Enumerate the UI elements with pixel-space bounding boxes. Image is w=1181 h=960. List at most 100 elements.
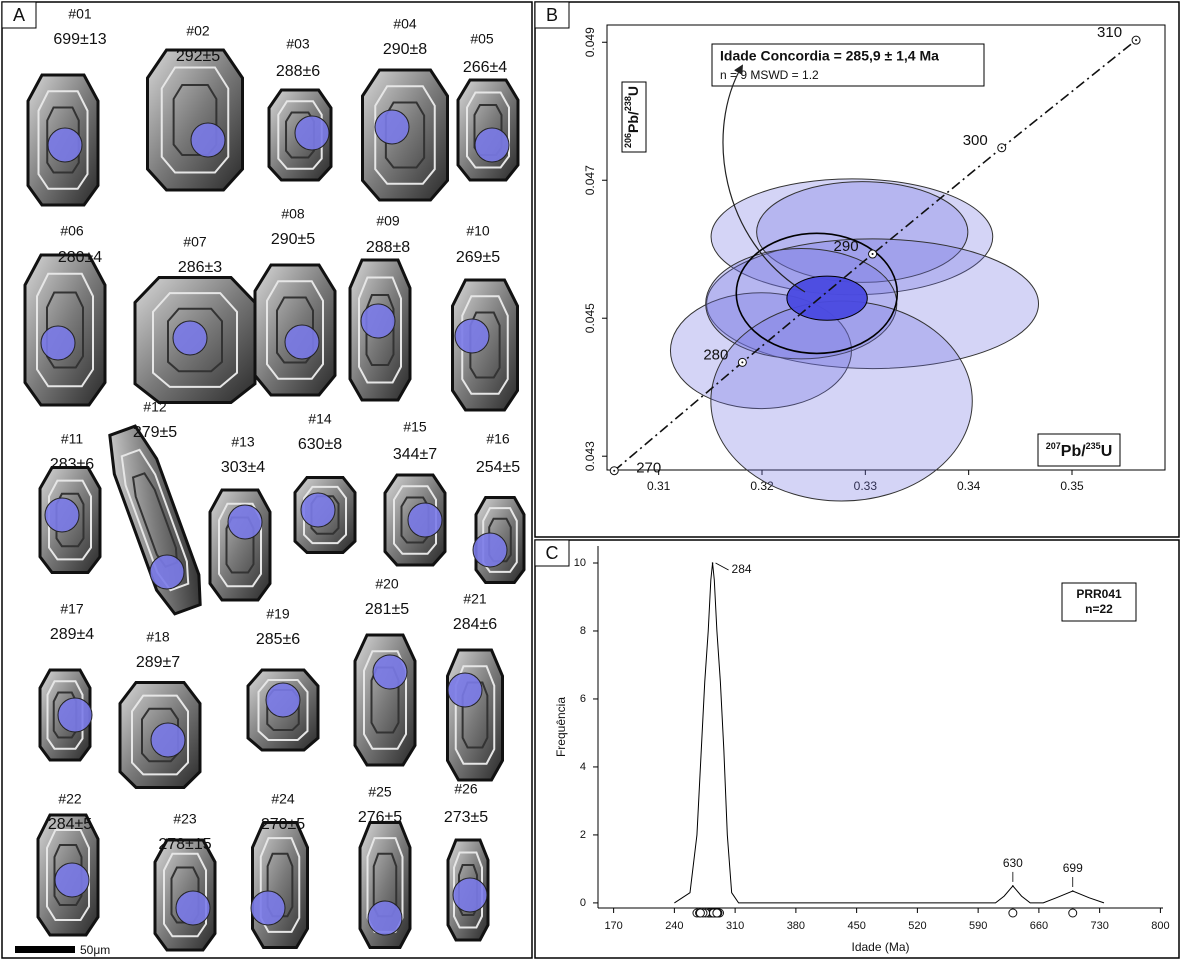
grain-id: #21 <box>463 591 487 607</box>
grain-id: #15 <box>403 419 427 435</box>
analysis-spot <box>266 683 300 717</box>
grain-id: #06 <box>60 223 84 239</box>
zircon-grain <box>355 635 415 765</box>
age-point <box>1009 909 1017 917</box>
analysis-spot <box>301 493 335 527</box>
analysis-spot <box>55 863 89 897</box>
x-tick-label: 0.34 <box>957 479 981 493</box>
concordia-age-label: 280 <box>703 346 728 363</box>
panel-letter: B <box>546 5 558 25</box>
x-tick-label: 660 <box>1030 920 1048 932</box>
zircon-grain <box>448 650 503 780</box>
peak-label: 699 <box>1063 861 1083 875</box>
grain-id: #19 <box>266 606 290 622</box>
grain-id: #23 <box>173 811 197 827</box>
analysis-spot <box>455 319 489 353</box>
x-tick-label: 240 <box>665 920 683 932</box>
y-tick-label: 0.047 <box>583 165 597 195</box>
grain-id: #05 <box>470 31 494 47</box>
axis-label-part: 206 <box>623 133 633 148</box>
peak-leader <box>716 563 729 570</box>
grain-age: 266±4 <box>463 59 507 76</box>
grain-age: 281±5 <box>365 601 409 618</box>
concordia-point-dot <box>872 253 874 255</box>
concordia-point-dot <box>613 470 615 472</box>
y-tick-label: 10 <box>574 557 586 569</box>
grain-age: 286±3 <box>178 259 222 276</box>
scale-bar <box>15 946 75 953</box>
x-tick-label: 590 <box>969 920 987 932</box>
analysis-spot <box>285 325 319 359</box>
grain-age: 270±5 <box>261 816 305 833</box>
age-point <box>1069 909 1077 917</box>
legend-sample: PRR041 <box>1076 587 1122 601</box>
grain-id: #16 <box>486 431 510 447</box>
x-tick-label: 730 <box>1090 920 1108 932</box>
age-point <box>713 909 721 917</box>
axis-label-part: 207 <box>1046 441 1061 451</box>
concordia-age-label: 300 <box>963 132 988 149</box>
analysis-spot <box>151 723 185 757</box>
analysis-spot <box>176 891 210 925</box>
figure: A B C 50μm #01699±13#02292±5#03288±6#042… <box>0 0 1181 960</box>
x-axis-label: Idade (Ma) <box>851 940 909 954</box>
grain-age: 292±5 <box>176 48 220 65</box>
grain-id: #24 <box>271 791 295 807</box>
grain-id: #03 <box>286 36 310 52</box>
analysis-spot <box>448 673 482 707</box>
grain-id: #17 <box>60 601 84 617</box>
y-tick-label: 8 <box>580 625 586 637</box>
grain-id: #26 <box>454 781 478 797</box>
legend-n: n=22 <box>1085 602 1113 616</box>
grain-age: 254±5 <box>476 459 520 476</box>
y-tick-label: 4 <box>580 761 586 773</box>
x-tick-label: 450 <box>847 920 865 932</box>
peak-marker <box>712 562 714 564</box>
y-tick-label: 0.045 <box>583 303 597 333</box>
age-point <box>696 909 704 917</box>
error-ellipse <box>711 301 972 501</box>
grain-age: 289±7 <box>136 654 180 671</box>
concordia-age-label: 310 <box>1097 24 1122 41</box>
analysis-spot <box>228 505 262 539</box>
grain-age: 288±8 <box>366 239 410 256</box>
axis-label-part: U <box>625 86 641 96</box>
grain-id: #22 <box>58 791 82 807</box>
y-tick-label: 0 <box>580 897 586 909</box>
grain-id: #25 <box>368 784 392 800</box>
grain-id: #18 <box>146 629 170 645</box>
analysis-spot <box>368 901 402 935</box>
peak-label: 630 <box>1003 856 1023 870</box>
grain-age: 278±15 <box>158 836 211 853</box>
grain-id: #07 <box>183 234 207 250</box>
x-tick-label: 0.35 <box>1060 479 1084 493</box>
axis-label-part: U <box>1101 443 1113 460</box>
density-curve <box>674 563 1104 903</box>
grain-age: 288±6 <box>276 63 320 80</box>
analysis-spot <box>41 326 75 360</box>
grain-age: 630±8 <box>298 436 342 453</box>
grain-id: #14 <box>308 411 332 427</box>
grain-age: 303±4 <box>221 459 265 476</box>
peak-marker <box>1012 885 1014 887</box>
y-tick-label: 0.043 <box>583 441 597 471</box>
analysis-spot <box>361 304 395 338</box>
panel-letter: A <box>13 5 25 25</box>
analysis-spot <box>375 110 409 144</box>
peak-marker <box>1072 890 1074 892</box>
analysis-spot <box>373 655 407 689</box>
zircon-body <box>101 423 208 617</box>
grain-id: #20 <box>375 576 399 592</box>
axis-label-part: 238 <box>623 96 633 111</box>
analysis-spot <box>173 321 207 355</box>
peak-label: 284 <box>732 562 752 576</box>
analysis-spot <box>453 878 487 912</box>
grain-id: #09 <box>376 213 400 229</box>
grain-age: 284±6 <box>453 616 497 633</box>
grain-age: 290±5 <box>271 231 315 248</box>
concordia-age-label: 290 <box>834 238 859 255</box>
axis-label-part: Pb/ <box>625 111 641 133</box>
analysis-spot <box>191 123 225 157</box>
grain-id: #02 <box>186 23 210 39</box>
analysis-spot <box>475 128 509 162</box>
